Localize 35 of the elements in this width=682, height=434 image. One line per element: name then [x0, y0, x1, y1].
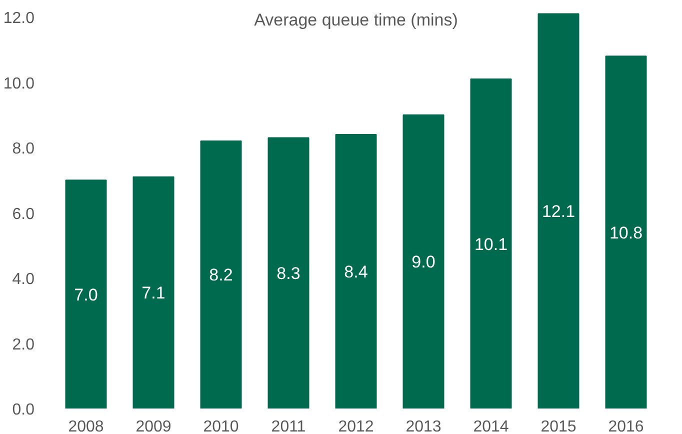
data-label: 8.4 [344, 262, 368, 282]
bar [335, 134, 377, 408]
data-label: 8.2 [209, 266, 233, 285]
x-tick-label: 2010 [203, 418, 239, 434]
y-tick-label: 4.0 [12, 271, 35, 288]
bar [605, 56, 647, 408]
x-tick-label: 2009 [136, 418, 172, 434]
y-tick-label: 8.0 [12, 140, 35, 158]
bar [538, 13, 580, 408]
data-label: 10.8 [609, 223, 643, 242]
data-label: 9.0 [412, 252, 436, 272]
data-label: 7.1 [142, 284, 166, 303]
x-tick-label: 2013 [406, 418, 442, 434]
y-tick-label: 10.0 [3, 75, 35, 92]
data-label: 10.1 [474, 234, 508, 254]
x-tick-label: 2008 [68, 418, 104, 434]
x-tick-label: 2015 [540, 418, 576, 434]
bar [65, 180, 107, 408]
x-tick-label: 2012 [338, 418, 374, 434]
bar [470, 78, 512, 408]
y-tick-label: 0.0 [12, 402, 35, 418]
y-tick-label: 12.0 [3, 10, 35, 28]
x-tick-label: 2011 [271, 418, 306, 434]
x-tick-label: 2014 [473, 418, 509, 434]
x-tick-label: 2016 [608, 418, 644, 434]
bar [402, 114, 444, 408]
chart-title: Average queue time (mins) [254, 10, 458, 30]
y-tick-label: 2.0 [12, 336, 35, 354]
bar [268, 137, 310, 408]
y-tick-label: 6.0 [12, 206, 35, 223]
bar [132, 176, 174, 408]
data-label: 8.3 [276, 264, 300, 284]
bar [200, 140, 242, 408]
data-label: 12.1 [542, 202, 576, 222]
data-label: 7.0 [74, 285, 98, 304]
